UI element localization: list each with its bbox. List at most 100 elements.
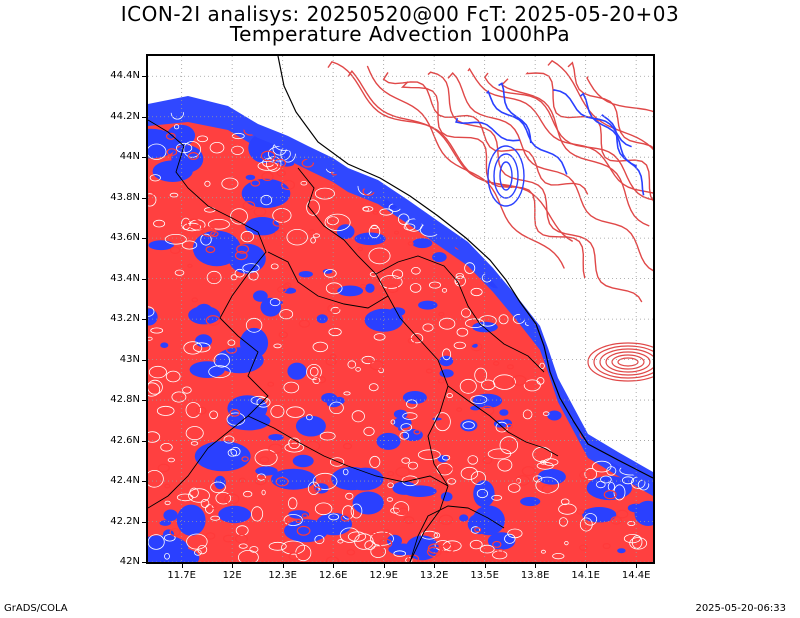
contour-ring xyxy=(495,246,504,253)
contour-ring xyxy=(627,249,632,255)
contour-ring xyxy=(564,540,569,546)
contour-ring xyxy=(195,406,207,415)
contour-ring xyxy=(464,262,476,274)
contour-ring xyxy=(571,255,581,262)
contour-ring xyxy=(455,272,464,279)
contour-ring xyxy=(357,246,364,252)
contour-ring xyxy=(260,194,273,206)
contour-ring xyxy=(363,426,375,436)
contour-ring xyxy=(499,436,519,455)
region-border-1 xyxy=(148,119,269,509)
contour-ring xyxy=(433,532,441,539)
contour-ring xyxy=(324,213,351,232)
cold-advection-blob xyxy=(398,427,403,431)
contour-ring xyxy=(560,178,565,184)
cold-advection-blob xyxy=(295,415,326,437)
contour-ring xyxy=(314,187,335,200)
cold-advection-blob xyxy=(387,534,402,547)
contour-ring xyxy=(167,457,175,463)
advection-map xyxy=(148,56,653,562)
contour-ring xyxy=(370,531,394,546)
cold-advection-blob xyxy=(545,294,568,306)
contour-ring xyxy=(187,263,193,268)
contour-ring xyxy=(605,256,612,262)
contour-ring xyxy=(160,442,173,452)
contour-ring xyxy=(450,127,463,141)
contour-ring xyxy=(309,366,319,377)
lat-tick-label: 44.4N xyxy=(110,70,140,82)
contour-ring xyxy=(643,137,652,142)
contour-ring xyxy=(334,112,349,125)
contour-ring xyxy=(470,526,480,534)
contour-ring xyxy=(235,525,249,536)
warm-sea-contour xyxy=(586,76,653,113)
contour-ring xyxy=(542,411,550,416)
contour-ring xyxy=(467,455,479,465)
contour-ring xyxy=(360,283,367,289)
contour-ring xyxy=(603,387,617,395)
contour-ring xyxy=(192,342,211,353)
lat-tick-label: 42.6N xyxy=(110,434,140,446)
contour-ring xyxy=(330,306,341,314)
cold-advection-blob xyxy=(441,176,462,189)
contour-ring xyxy=(618,313,632,323)
contour-ring xyxy=(300,180,308,186)
lon-tick-label: 11.7E xyxy=(167,570,196,581)
contour-ring xyxy=(187,151,199,160)
contour-ring xyxy=(303,112,319,122)
lat-tick-mark xyxy=(142,157,148,159)
contour-ring xyxy=(210,481,226,494)
contour-ring xyxy=(481,379,496,391)
cold-advection-blob xyxy=(288,510,310,519)
lat-tick-label: 42.2N xyxy=(110,515,140,527)
contour-ring xyxy=(325,556,340,562)
lon-tick-label: 12.3E xyxy=(268,570,297,581)
contour-ring xyxy=(306,363,322,380)
contour-ring xyxy=(286,406,305,418)
contour-ring xyxy=(150,327,164,334)
lat-tick-label: 43N xyxy=(119,353,140,365)
contour-ring xyxy=(576,508,585,515)
lat-tick-mark xyxy=(142,197,148,199)
region-border-5 xyxy=(247,415,449,487)
contour-ring xyxy=(148,469,164,488)
lon-tick-label: 13.8E xyxy=(520,570,550,581)
contour-ring xyxy=(272,208,292,223)
lon-tick-mark xyxy=(383,562,385,568)
cold-advection-blob xyxy=(551,181,557,187)
contour-ring xyxy=(386,497,393,502)
contour-ring xyxy=(400,423,413,432)
contour-ring xyxy=(342,139,350,145)
cold-advection-blob xyxy=(253,290,268,302)
region-border-6 xyxy=(447,385,559,457)
cold-advection-blob xyxy=(337,285,364,297)
contour-ring xyxy=(222,534,234,543)
lon-tick-label: 14.4E xyxy=(621,570,651,581)
contour-ring xyxy=(174,269,185,276)
cold-advection-blob xyxy=(440,492,453,502)
warm-sea-contour xyxy=(500,78,650,227)
contour-ring xyxy=(387,482,394,489)
lon-tick-mark xyxy=(535,562,537,568)
contour-ring xyxy=(238,549,259,562)
contour-ring xyxy=(373,333,386,341)
cold-sea-contour xyxy=(498,82,532,144)
contour-ring xyxy=(579,470,592,480)
contour-ring xyxy=(312,472,338,490)
cold-advection-blob xyxy=(402,391,427,404)
contour-ring xyxy=(270,263,279,270)
cold-advection-blob xyxy=(569,323,587,333)
contour-ring xyxy=(183,222,202,232)
contour-ring xyxy=(206,270,222,285)
regional-borders xyxy=(148,56,653,562)
lat-tick-label: 44N xyxy=(119,151,140,163)
contour-ring xyxy=(437,378,445,384)
contour-ring xyxy=(355,367,361,372)
contour-ring xyxy=(610,516,622,525)
warm-sea-contour xyxy=(617,357,639,367)
contour-ring xyxy=(506,364,514,370)
contour-ring xyxy=(340,514,351,522)
contour-ring xyxy=(234,533,248,544)
contour-ring xyxy=(422,131,433,140)
contour-ring xyxy=(387,284,399,294)
